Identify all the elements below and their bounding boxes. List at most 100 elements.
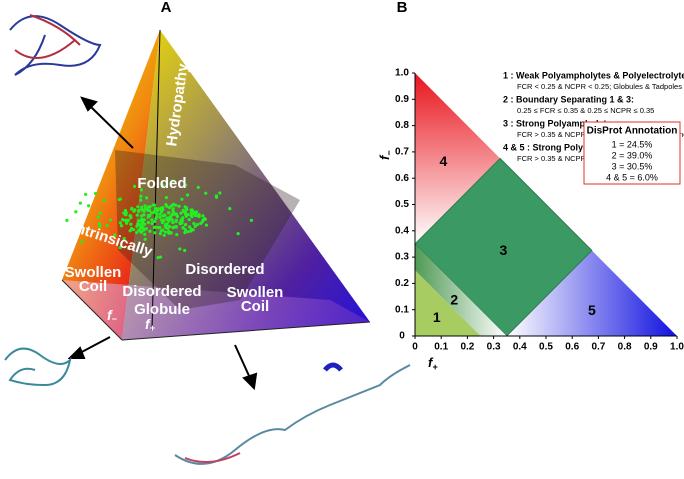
point	[163, 230, 167, 234]
point	[174, 224, 178, 229]
point	[84, 192, 88, 196]
point	[218, 191, 222, 195]
point	[132, 184, 137, 188]
region-label: Swollen	[65, 264, 122, 281]
point	[87, 204, 91, 208]
edge	[121, 321, 371, 341]
point	[161, 218, 166, 222]
point	[171, 179, 175, 183]
point	[146, 215, 150, 219]
point	[150, 218, 154, 222]
point	[181, 216, 185, 220]
point	[158, 215, 162, 220]
point	[143, 237, 147, 241]
point	[129, 222, 133, 226]
point	[122, 211, 126, 215]
point	[155, 212, 159, 216]
x-tick-label: 0.6	[565, 342, 579, 353]
point	[148, 229, 152, 233]
point	[183, 230, 187, 235]
point	[139, 188, 143, 192]
point	[194, 214, 198, 218]
annotation-box	[583, 121, 681, 185]
point	[118, 221, 122, 225]
point	[141, 220, 145, 224]
x-tick-label: 0.9	[644, 342, 658, 353]
x-tick-label: 0.4	[513, 342, 527, 353]
symbol: f	[377, 154, 392, 160]
point	[142, 222, 147, 226]
point	[193, 224, 197, 229]
point	[178, 222, 182, 226]
right-face	[122, 30, 370, 340]
point	[164, 195, 169, 200]
point	[197, 212, 201, 217]
point	[249, 218, 254, 222]
y-tick-label: 0.5	[395, 199, 409, 210]
region-label: Disordered	[185, 261, 264, 278]
point	[135, 230, 139, 235]
region-label: 1	[433, 309, 441, 325]
region-label: 2	[450, 291, 458, 307]
point	[121, 217, 125, 222]
point	[184, 206, 189, 210]
point	[153, 219, 157, 224]
point	[113, 233, 117, 237]
region-label: 4	[439, 153, 447, 169]
point	[98, 211, 102, 215]
point	[98, 224, 102, 228]
point	[65, 218, 69, 222]
x-tick-label: 0.8	[618, 342, 632, 353]
panel-b: B 4 5 3 21 0 0.1 0.2 0.3 0.4 0.5 0.6 0.7 0.8 0.9 1.0 0 0…	[377, 0, 684, 372]
panel-label: A	[161, 0, 172, 16]
point	[140, 207, 144, 211]
point	[175, 214, 180, 219]
point	[185, 193, 190, 197]
point	[183, 248, 187, 253]
edge	[61, 279, 123, 341]
point	[143, 232, 147, 236]
point	[154, 216, 158, 221]
region-label: Folded	[137, 175, 186, 192]
x-tick-label: 0	[412, 342, 418, 353]
legend-detail: FCR < 0.25 & NCPR < 0.25; Globules & Tad…	[517, 82, 682, 91]
inner-volume	[115, 150, 300, 310]
annotation-line: 3 = 30.5%	[612, 161, 653, 171]
point	[181, 209, 186, 213]
point	[167, 219, 171, 223]
point	[188, 225, 192, 229]
point	[78, 201, 82, 205]
y-tick-label: 0.4	[395, 225, 409, 236]
point	[118, 245, 122, 250]
point	[146, 220, 150, 225]
point	[195, 222, 199, 227]
point	[136, 223, 141, 227]
region	[414, 157, 593, 337]
point	[159, 208, 163, 212]
x-tick-label: 0.1	[434, 342, 448, 353]
point	[137, 219, 141, 223]
point	[183, 228, 188, 232]
point	[161, 206, 165, 210]
subscript: −	[384, 150, 394, 156]
point	[184, 183, 188, 187]
point	[180, 197, 184, 201]
sequence-points	[65, 179, 254, 260]
annotation-line: 1 = 24.5%	[612, 139, 653, 149]
arrows	[67, 96, 258, 391]
point	[161, 183, 165, 187]
point	[132, 209, 136, 213]
symbol: f	[145, 316, 151, 332]
point	[135, 213, 139, 217]
point	[139, 194, 143, 198]
tetrahedron	[61, 29, 371, 341]
point	[199, 221, 203, 226]
point	[129, 226, 134, 231]
annotation-title: DisProt Annotation	[587, 126, 678, 137]
region-label: Swollen	[227, 284, 284, 301]
point	[130, 207, 134, 211]
point	[228, 206, 232, 211]
point	[123, 218, 127, 223]
subscript: −	[112, 314, 118, 324]
